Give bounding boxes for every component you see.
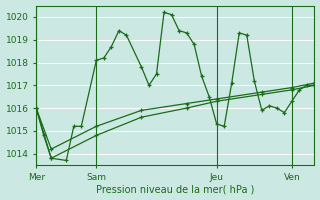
X-axis label: Pression niveau de la mer( hPa ): Pression niveau de la mer( hPa ): [96, 184, 254, 194]
